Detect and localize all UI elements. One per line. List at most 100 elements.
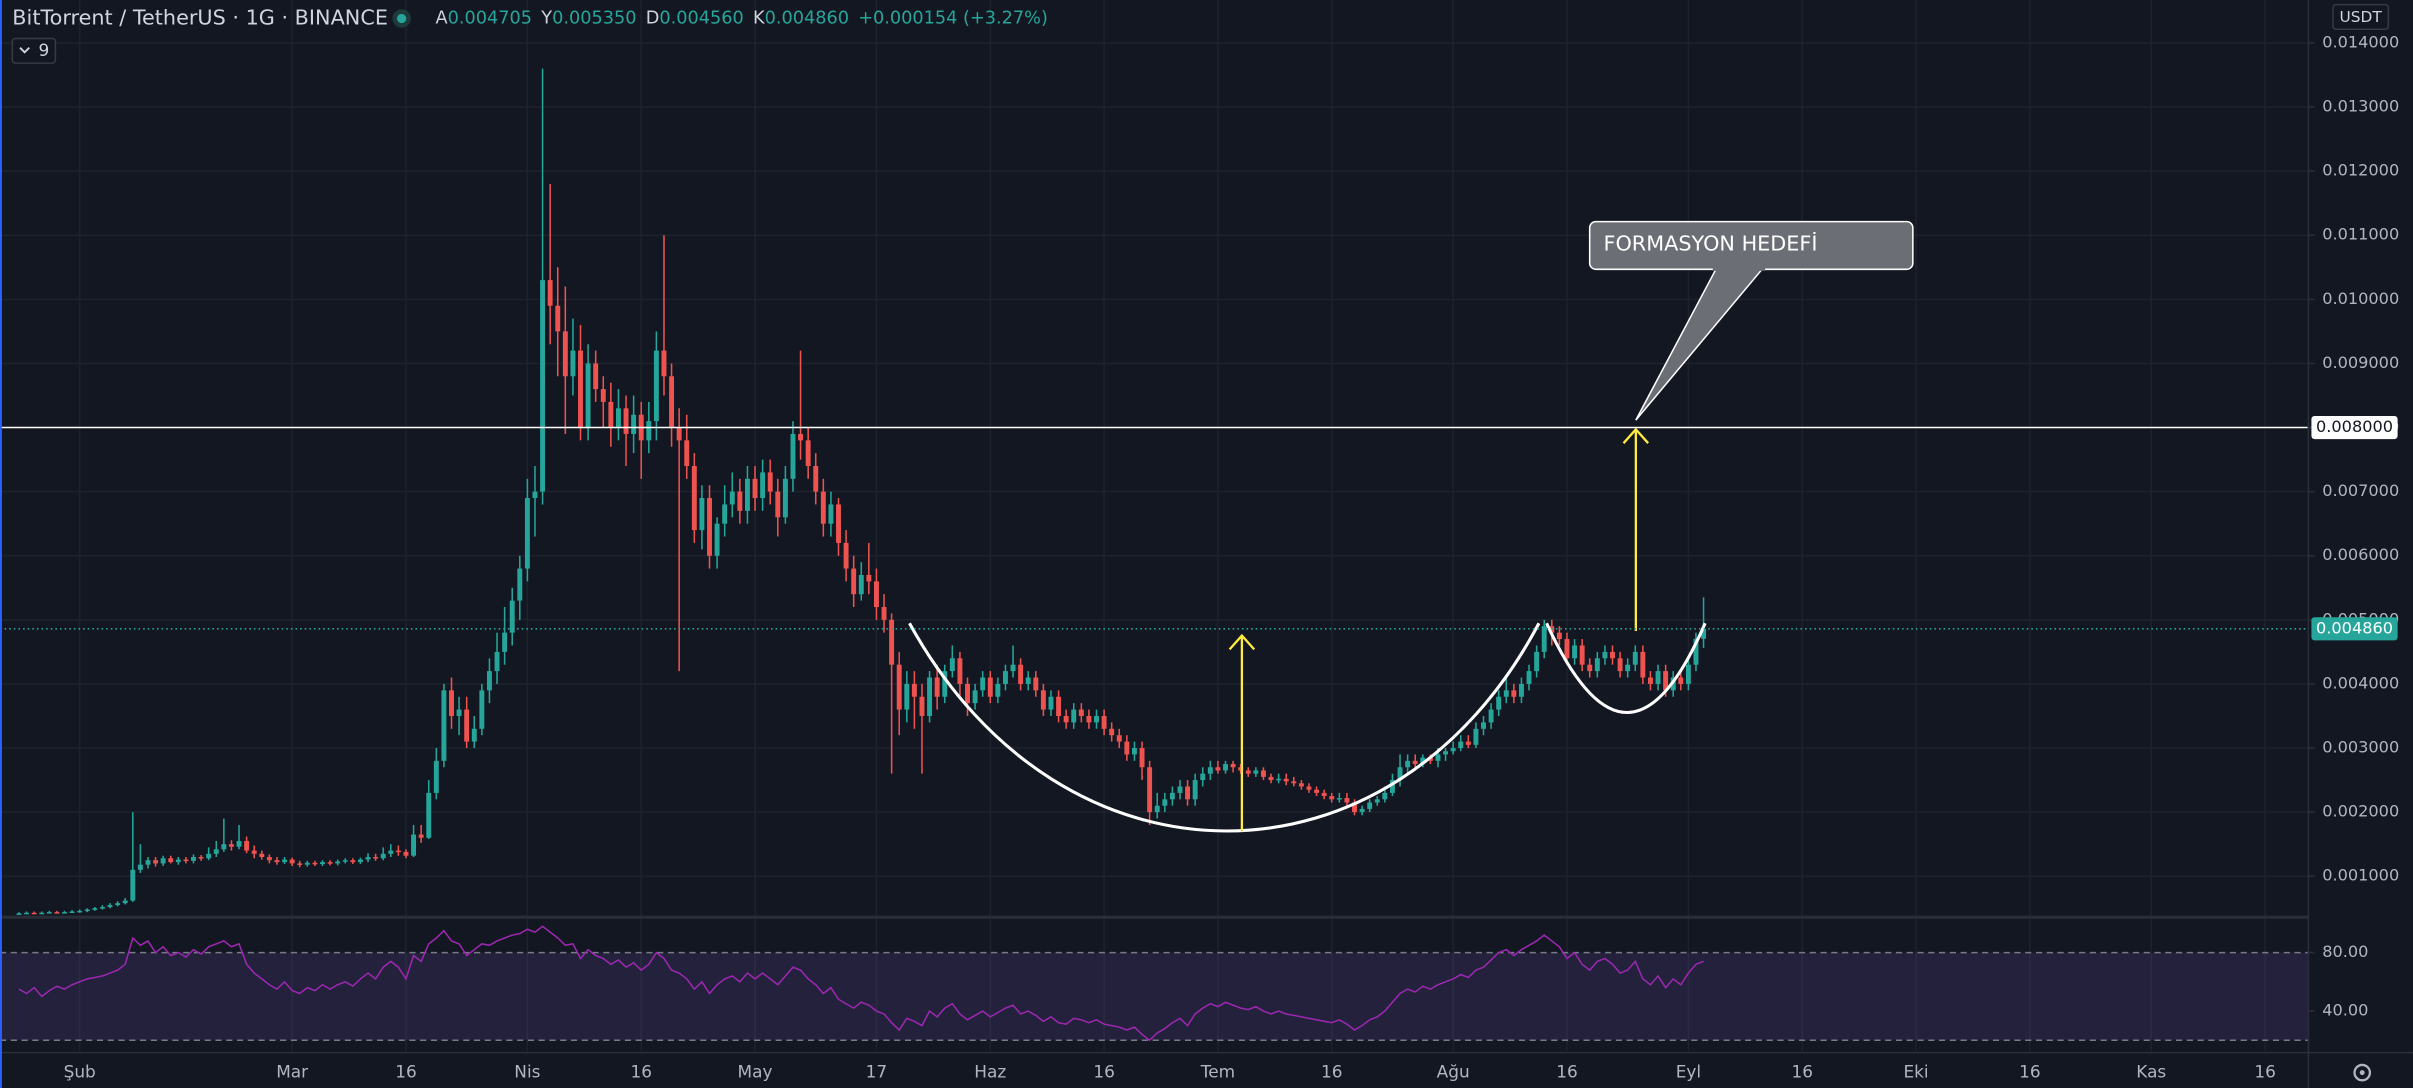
legend-value: 0.005350: [552, 8, 636, 28]
currency-box[interactable]: [2332, 3, 2390, 31]
rsi-tick-label: 40.00: [2322, 1001, 2368, 1020]
candle-body: [31, 912, 37, 915]
candle-body: [1329, 796, 1335, 800]
candle-body: [206, 853, 212, 859]
candle-body: [1033, 677, 1039, 691]
candle-body: [130, 869, 136, 901]
candle-body: [1124, 741, 1130, 755]
y-tick-label: 0.006000: [2322, 545, 2399, 564]
legend-value: 0.004860: [765, 8, 849, 28]
candle-body: [69, 911, 75, 914]
x-tick-label: Eki: [1903, 1062, 1928, 1082]
gear-ring: [2353, 1063, 2372, 1082]
candle-body: [1056, 696, 1062, 716]
symbol-title: BitTorrent / TetherUS · 1G · BINANCE: [12, 5, 388, 29]
last-price-box: [2311, 617, 2398, 641]
indicator-toggle[interactable]: [11, 37, 57, 64]
ohlc-legend: A0.004705 Y0.005350 D0.004560 K0.004860 +0.0…: [436, 8, 1048, 28]
x-tick-label: Şub: [64, 1062, 96, 1082]
candle-body: [1283, 778, 1289, 782]
candle-body: [1314, 789, 1320, 793]
candle-body: [1260, 770, 1266, 777]
candle-body: [1701, 628, 1707, 639]
candle-body: [1693, 638, 1699, 665]
candle-body: [1655, 671, 1661, 684]
candle-body: [1412, 760, 1418, 765]
candle-body: [866, 574, 872, 582]
candle-body: [1298, 783, 1304, 787]
candle-body: [1556, 632, 1562, 640]
candle-body: [1306, 786, 1312, 790]
candle-body: [524, 498, 530, 569]
candle-body: [1131, 748, 1137, 755]
candle-body: [1511, 690, 1517, 697]
candle-body: [714, 523, 720, 556]
candle-body: [213, 849, 219, 854]
candle-body: [228, 844, 234, 847]
candle-body: [1063, 715, 1069, 723]
x-tick-label: 16: [2019, 1062, 2041, 1082]
candle-body: [562, 331, 568, 377]
candle-body: [540, 280, 546, 492]
candle-body: [1094, 715, 1099, 723]
candle-body: [873, 581, 879, 608]
x-tick-label: 16: [395, 1062, 417, 1082]
y-tick-label: 0.012000: [2322, 161, 2399, 180]
candle-body: [168, 858, 174, 863]
candle-body: [782, 478, 788, 518]
candle-body: [327, 862, 333, 864]
candle-body: [1048, 696, 1054, 710]
settings-icon[interactable]: [2353, 1063, 2372, 1082]
candle-body: [54, 912, 60, 914]
target-arrow: [1228, 633, 1256, 832]
candle-body: [77, 910, 83, 913]
candle-body: [388, 850, 394, 854]
x-tick-label: 16: [1321, 1062, 1343, 1082]
legend-key: K: [753, 8, 765, 28]
candle-body: [646, 421, 652, 441]
indicator-count: 9: [38, 40, 49, 60]
candle-body: [312, 862, 318, 865]
candle-body: [1268, 776, 1274, 781]
x-tick-label: 16: [2254, 1062, 2276, 1082]
candle-body: [433, 760, 439, 793]
y-tick-label: 0.009000: [2322, 353, 2399, 372]
candle-body: [934, 677, 940, 697]
candle-body: [1010, 664, 1016, 672]
candle-body: [1503, 690, 1509, 697]
currency-unit: USDT: [2340, 8, 2383, 26]
candle-body: [653, 350, 659, 422]
x-tick-label: Ağu: [1437, 1062, 1470, 1082]
rsi-line: [18, 925, 1704, 1042]
candle-body: [115, 903, 121, 906]
candle-body: [1382, 792, 1388, 800]
candle-body: [851, 568, 857, 595]
candle-body: [411, 834, 417, 856]
candle-body: [1177, 786, 1183, 793]
candle-body: [972, 690, 978, 704]
candle-body: [1200, 773, 1206, 781]
candle-body: [137, 864, 143, 870]
candle-body: [729, 491, 735, 505]
candle-body: [471, 728, 477, 742]
candle-body: [836, 504, 841, 543]
candle-body: [1625, 664, 1631, 672]
candle-body: [92, 908, 98, 910]
candle-body: [911, 683, 917, 697]
candle-body: [1223, 764, 1228, 771]
candle-body: [889, 619, 895, 665]
candle-body: [699, 498, 705, 531]
candle-body: [532, 491, 538, 499]
candle-body: [1435, 754, 1441, 761]
candle-body: [760, 472, 766, 499]
candle-body: [517, 568, 523, 601]
candle-body: [737, 491, 743, 511]
candle-body: [1367, 802, 1373, 809]
candle-body: [479, 690, 485, 729]
candle-body: [1169, 792, 1175, 800]
candle-body: [1405, 760, 1411, 768]
candle-body: [881, 607, 887, 620]
candle-body: [1185, 786, 1191, 800]
candle-body: [1481, 722, 1486, 729]
candle-body: [1116, 735, 1122, 742]
